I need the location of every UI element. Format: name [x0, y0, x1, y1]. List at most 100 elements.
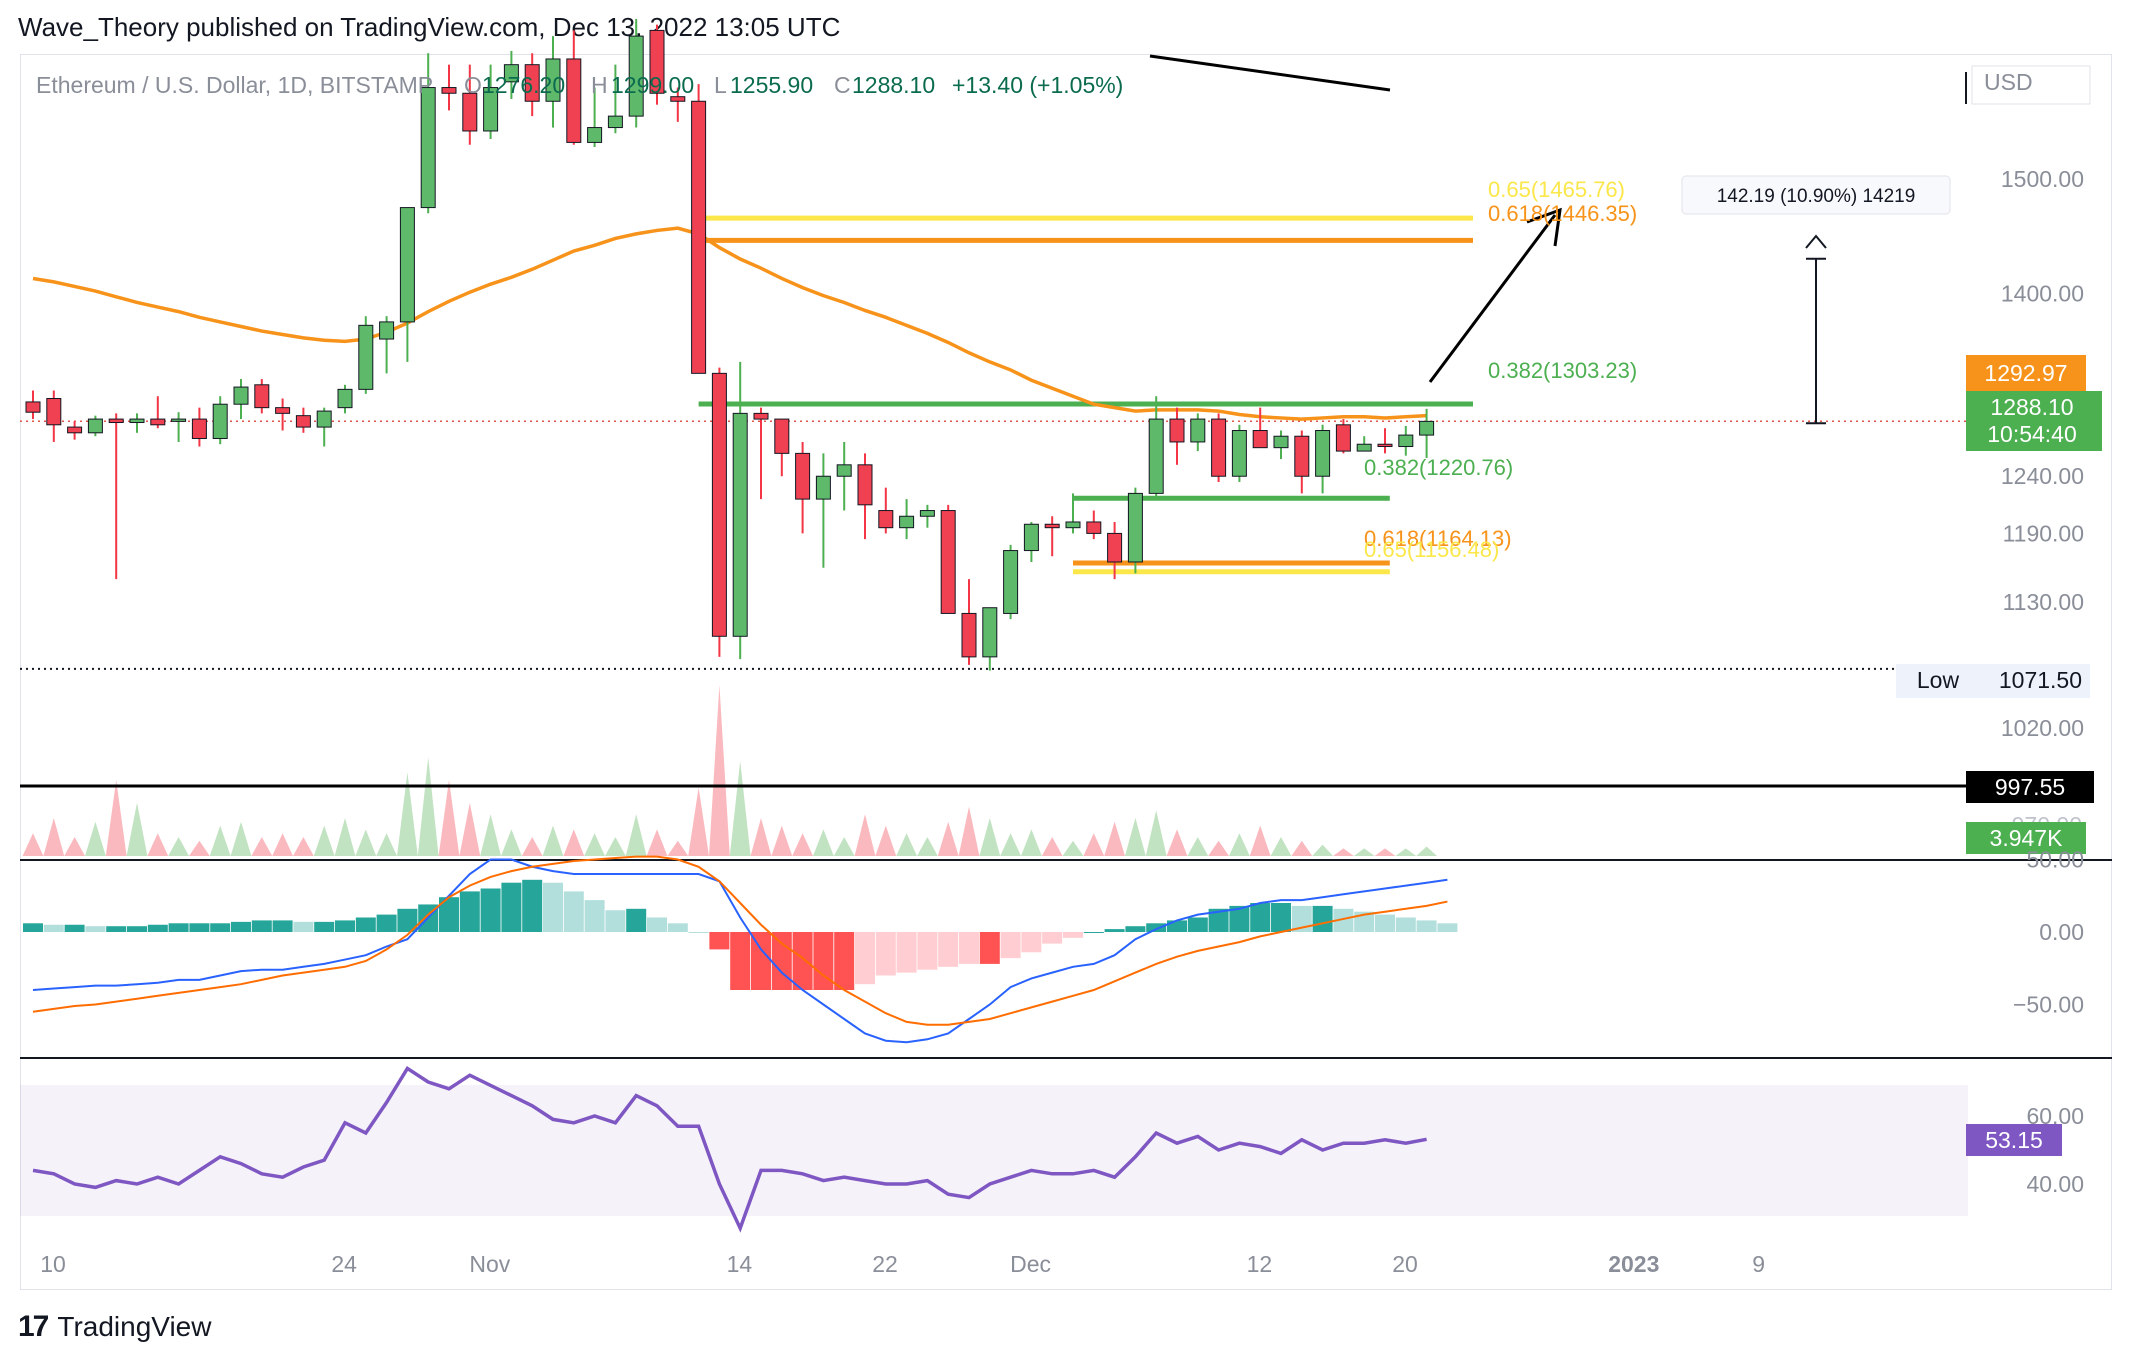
measure-arrowhead [1805, 234, 1827, 249]
volume-bar [1145, 810, 1167, 856]
candle-body [670, 96, 686, 102]
macd-tick: −50.00 [2013, 992, 2084, 1018]
candle-body [774, 418, 790, 454]
currency-button [1971, 65, 2091, 105]
volume-bar [355, 829, 377, 856]
volume-bar [334, 818, 356, 856]
candle-body [607, 115, 623, 129]
last-price-badge [1966, 391, 2102, 451]
macd-histogram-bar [1354, 911, 1375, 932]
macd-histogram-bar [522, 879, 543, 932]
macd-histogram-bar [959, 932, 979, 964]
footer-brand: TradingView [57, 1311, 212, 1342]
candle-body [1377, 443, 1393, 448]
volume-bar [1374, 848, 1396, 856]
projection-arrowhead [1526, 207, 1562, 247]
volume-bar [64, 837, 85, 856]
macd-tick: 0.00 [2039, 919, 2084, 945]
volume-bar [22, 833, 44, 856]
candle-body [1148, 418, 1164, 494]
candle-body [795, 452, 811, 500]
candle-body [1315, 430, 1331, 477]
macd-signal-line [32, 855, 1448, 1026]
candle-body [87, 418, 103, 434]
candle-body [1356, 443, 1372, 452]
price-tick: 1190.00 [2003, 520, 2084, 546]
macd-histogram-bar [730, 932, 751, 990]
volume-bar [1000, 833, 1021, 856]
fib-label: 0.382(1303.23) [1488, 358, 1637, 383]
fib-label: 0.618(1164.13) [1364, 526, 1512, 551]
volume-bar [958, 806, 980, 856]
candle-body [1419, 420, 1435, 436]
macd-histogram-bar [1375, 914, 1395, 932]
macd-histogram-bar [938, 932, 959, 967]
volume-bar [189, 840, 210, 856]
candle-body [1107, 532, 1123, 563]
candle-body [711, 372, 727, 637]
candle-body [545, 58, 561, 102]
candle-body [753, 412, 769, 420]
candle-body [441, 87, 457, 94]
candle-body [1190, 418, 1206, 443]
volume-bar [438, 780, 460, 856]
volume-bar [542, 825, 564, 856]
macd-histogram-bar [251, 920, 272, 932]
volume-bar [1062, 840, 1084, 856]
volume-bar [1229, 833, 1250, 856]
rsi-badge-label: 53.15 [1985, 1127, 2043, 1153]
x-tick: 24 [331, 1251, 357, 1277]
macd-histogram-bar [813, 932, 834, 990]
volume-bar [1291, 840, 1313, 856]
candle-body [420, 87, 436, 209]
candle-body [254, 384, 270, 409]
rsi-band [20, 1085, 1968, 1216]
volume-bar [1041, 837, 1063, 856]
candle-body [732, 412, 748, 637]
macd-histogram-bar [168, 923, 189, 932]
volume-bar [417, 757, 439, 856]
candle-body [275, 407, 291, 414]
volume-bar [105, 780, 127, 856]
rsi-badge [1966, 1124, 2062, 1156]
volume-bar [875, 825, 897, 856]
low-badge-label: Low [1917, 667, 1960, 693]
candle-body [1127, 492, 1143, 563]
volume-bar [147, 833, 169, 856]
candle-body [379, 321, 395, 340]
candle-body [1169, 418, 1185, 443]
tradingview-chart[interactable]: 142.19 (10.90%) 142190.65(1465.76)0.618(… [0, 0, 2132, 1300]
candle-body [857, 464, 873, 506]
last-price-badge-label: 1288.10 [1990, 394, 2073, 420]
volume-bar [605, 837, 626, 856]
low-value: 1071.50 [1999, 667, 2082, 693]
volume-bar [625, 814, 647, 856]
macd-histogram-bar [751, 932, 771, 990]
volume-bar [313, 825, 335, 856]
volume-bar [521, 837, 543, 856]
volume-bar [293, 837, 314, 856]
measure-box [1681, 175, 1951, 215]
macd-histogram-bar [1229, 905, 1250, 932]
candle-body [150, 418, 166, 426]
macd-histogram-bar [1083, 932, 1104, 933]
macd-histogram-bar [563, 891, 584, 932]
macd-histogram-bar [855, 932, 875, 985]
candle-body [899, 515, 915, 529]
candle-body [1294, 435, 1310, 477]
price-tick: 1500.00 [2001, 166, 2084, 192]
macd-histogram-bar [1063, 932, 1083, 938]
last-price-badge-timer: 10:54:40 [1987, 421, 2077, 447]
volume-bar [563, 829, 585, 856]
volume-bar [480, 814, 501, 856]
macd-histogram-bar [1271, 903, 1291, 932]
macd-line [32, 858, 1448, 1044]
ohlc-c: 1288.10 [852, 72, 935, 98]
candle-body [919, 510, 935, 517]
macd-histogram-bar [1312, 905, 1333, 932]
macd-histogram-bar [480, 888, 501, 932]
candle-body [358, 324, 374, 390]
candle-body [628, 35, 644, 117]
support-badge-label: 997.55 [1995, 774, 2065, 800]
candle-body [295, 415, 311, 428]
